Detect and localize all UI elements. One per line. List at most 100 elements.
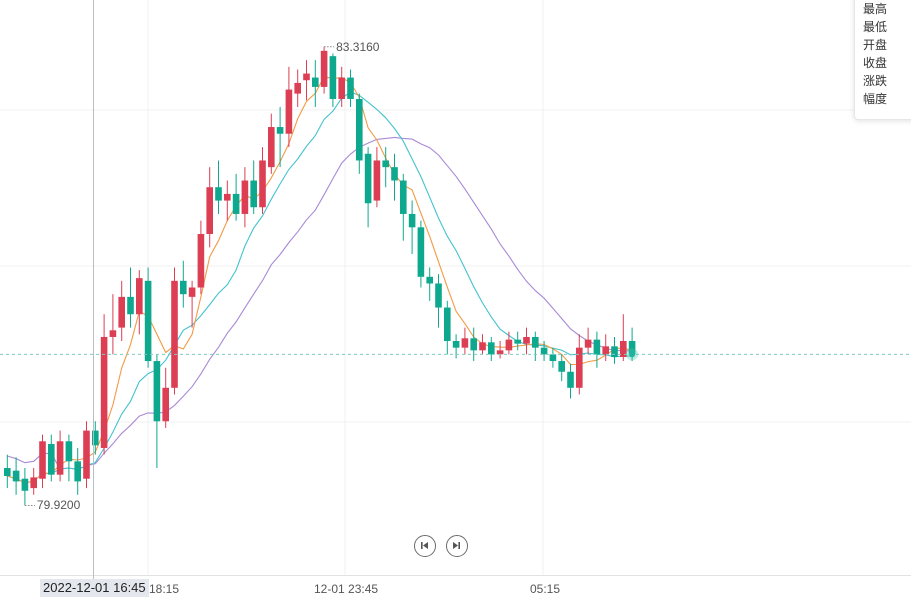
next-button[interactable]	[446, 535, 468, 557]
candle-up	[30, 468, 37, 495]
candle-body	[364, 153, 372, 204]
candle-up	[56, 430, 64, 482]
candle-down	[611, 336, 618, 364]
candle-body	[584, 339, 592, 348]
candle-down	[400, 173, 407, 241]
candle-up	[39, 434, 46, 489]
candle-up	[118, 280, 125, 341]
tooltip-row-amplitude: 幅度	[863, 92, 888, 106]
candle-up	[303, 60, 310, 101]
x-tick-label: 18:15	[149, 582, 180, 596]
candle-down	[65, 434, 73, 482]
candle-body	[109, 330, 117, 337]
candle-body	[347, 77, 354, 99]
candle-up	[268, 113, 275, 174]
candle-body	[215, 187, 222, 201]
candle-down	[567, 363, 574, 399]
candle-body	[532, 336, 539, 348]
candle-body	[620, 340, 627, 358]
candle-body	[56, 441, 64, 475]
candle-body	[567, 371, 574, 388]
candle-up	[496, 340, 504, 359]
cursor-time-label: 2022-12-01 16:45	[40, 579, 149, 597]
candle-body	[127, 296, 134, 315]
candle-body	[30, 477, 37, 489]
candle-body	[496, 350, 504, 355]
min-price-label: 79.9200	[36, 498, 81, 513]
candle-up	[294, 69, 301, 107]
candle-body	[118, 296, 125, 328]
candle-up	[241, 167, 249, 228]
candle-up	[602, 334, 609, 362]
candle-up	[197, 220, 205, 295]
skip-forward-icon	[453, 542, 460, 549]
candle-body	[4, 468, 11, 477]
candle-down	[276, 106, 284, 168]
candle-down	[127, 267, 134, 328]
candle-body	[83, 430, 90, 479]
candle-down	[532, 331, 539, 362]
candle-down	[215, 160, 222, 214]
candle-body	[523, 336, 530, 344]
candle-down	[549, 347, 557, 368]
candle-body	[206, 187, 213, 235]
candle-down	[444, 300, 451, 355]
candle-up	[188, 280, 196, 328]
candle-up	[109, 294, 117, 355]
candle-down	[21, 468, 29, 506]
candle-body	[303, 73, 310, 81]
candle-down	[540, 340, 548, 362]
prev-button[interactable]	[414, 535, 436, 557]
candle-body	[48, 443, 55, 475]
candle-down	[514, 331, 521, 351]
candle-body	[285, 89, 293, 134]
candle-body	[470, 338, 477, 351]
candle-down	[347, 69, 354, 107]
candle-down	[180, 260, 187, 308]
candle-body	[162, 387, 169, 422]
candle-body	[197, 234, 205, 288]
x-tick-label: 12-01 23:45	[314, 582, 379, 596]
candle-down	[408, 200, 416, 255]
candle-layer	[4, 46, 636, 506]
candle-body	[452, 340, 460, 348]
candle-body	[408, 213, 416, 228]
candle-down	[558, 354, 565, 382]
candle-up	[100, 314, 108, 455]
candle-up	[259, 147, 266, 214]
candle-down	[488, 336, 495, 362]
candle-body	[153, 361, 161, 422]
skip-back-icon	[421, 542, 428, 549]
candle-body	[250, 180, 257, 208]
candle-body	[180, 280, 187, 295]
candle-down	[391, 153, 398, 201]
candle-up	[136, 270, 143, 335]
candle-body	[268, 127, 275, 168]
candle-body	[576, 347, 583, 388]
candle-down	[364, 147, 372, 228]
max-price-label: 83.3160	[336, 39, 380, 54]
candle-up	[505, 331, 513, 355]
candle-up	[373, 147, 381, 208]
candle-body	[232, 193, 240, 214]
last-price-dot	[629, 351, 636, 358]
candle-up	[162, 367, 169, 428]
grid-layer	[0, 0, 911, 576]
candle-body	[136, 278, 143, 315]
candle-body	[21, 478, 29, 491]
candle-down	[12, 457, 20, 495]
candle-body	[488, 342, 495, 355]
candle-body	[602, 346, 609, 355]
candle-up	[285, 66, 293, 148]
candle-body	[628, 340, 636, 355]
candle-body	[417, 227, 425, 277]
candle-body	[338, 77, 345, 99]
tooltip-row-change: 涨跌	[863, 74, 888, 88]
candle-body	[294, 82, 301, 94]
candle-down	[312, 60, 319, 107]
candle-body	[329, 56, 337, 99]
candle-down	[426, 267, 433, 301]
candle-body	[611, 346, 618, 358]
